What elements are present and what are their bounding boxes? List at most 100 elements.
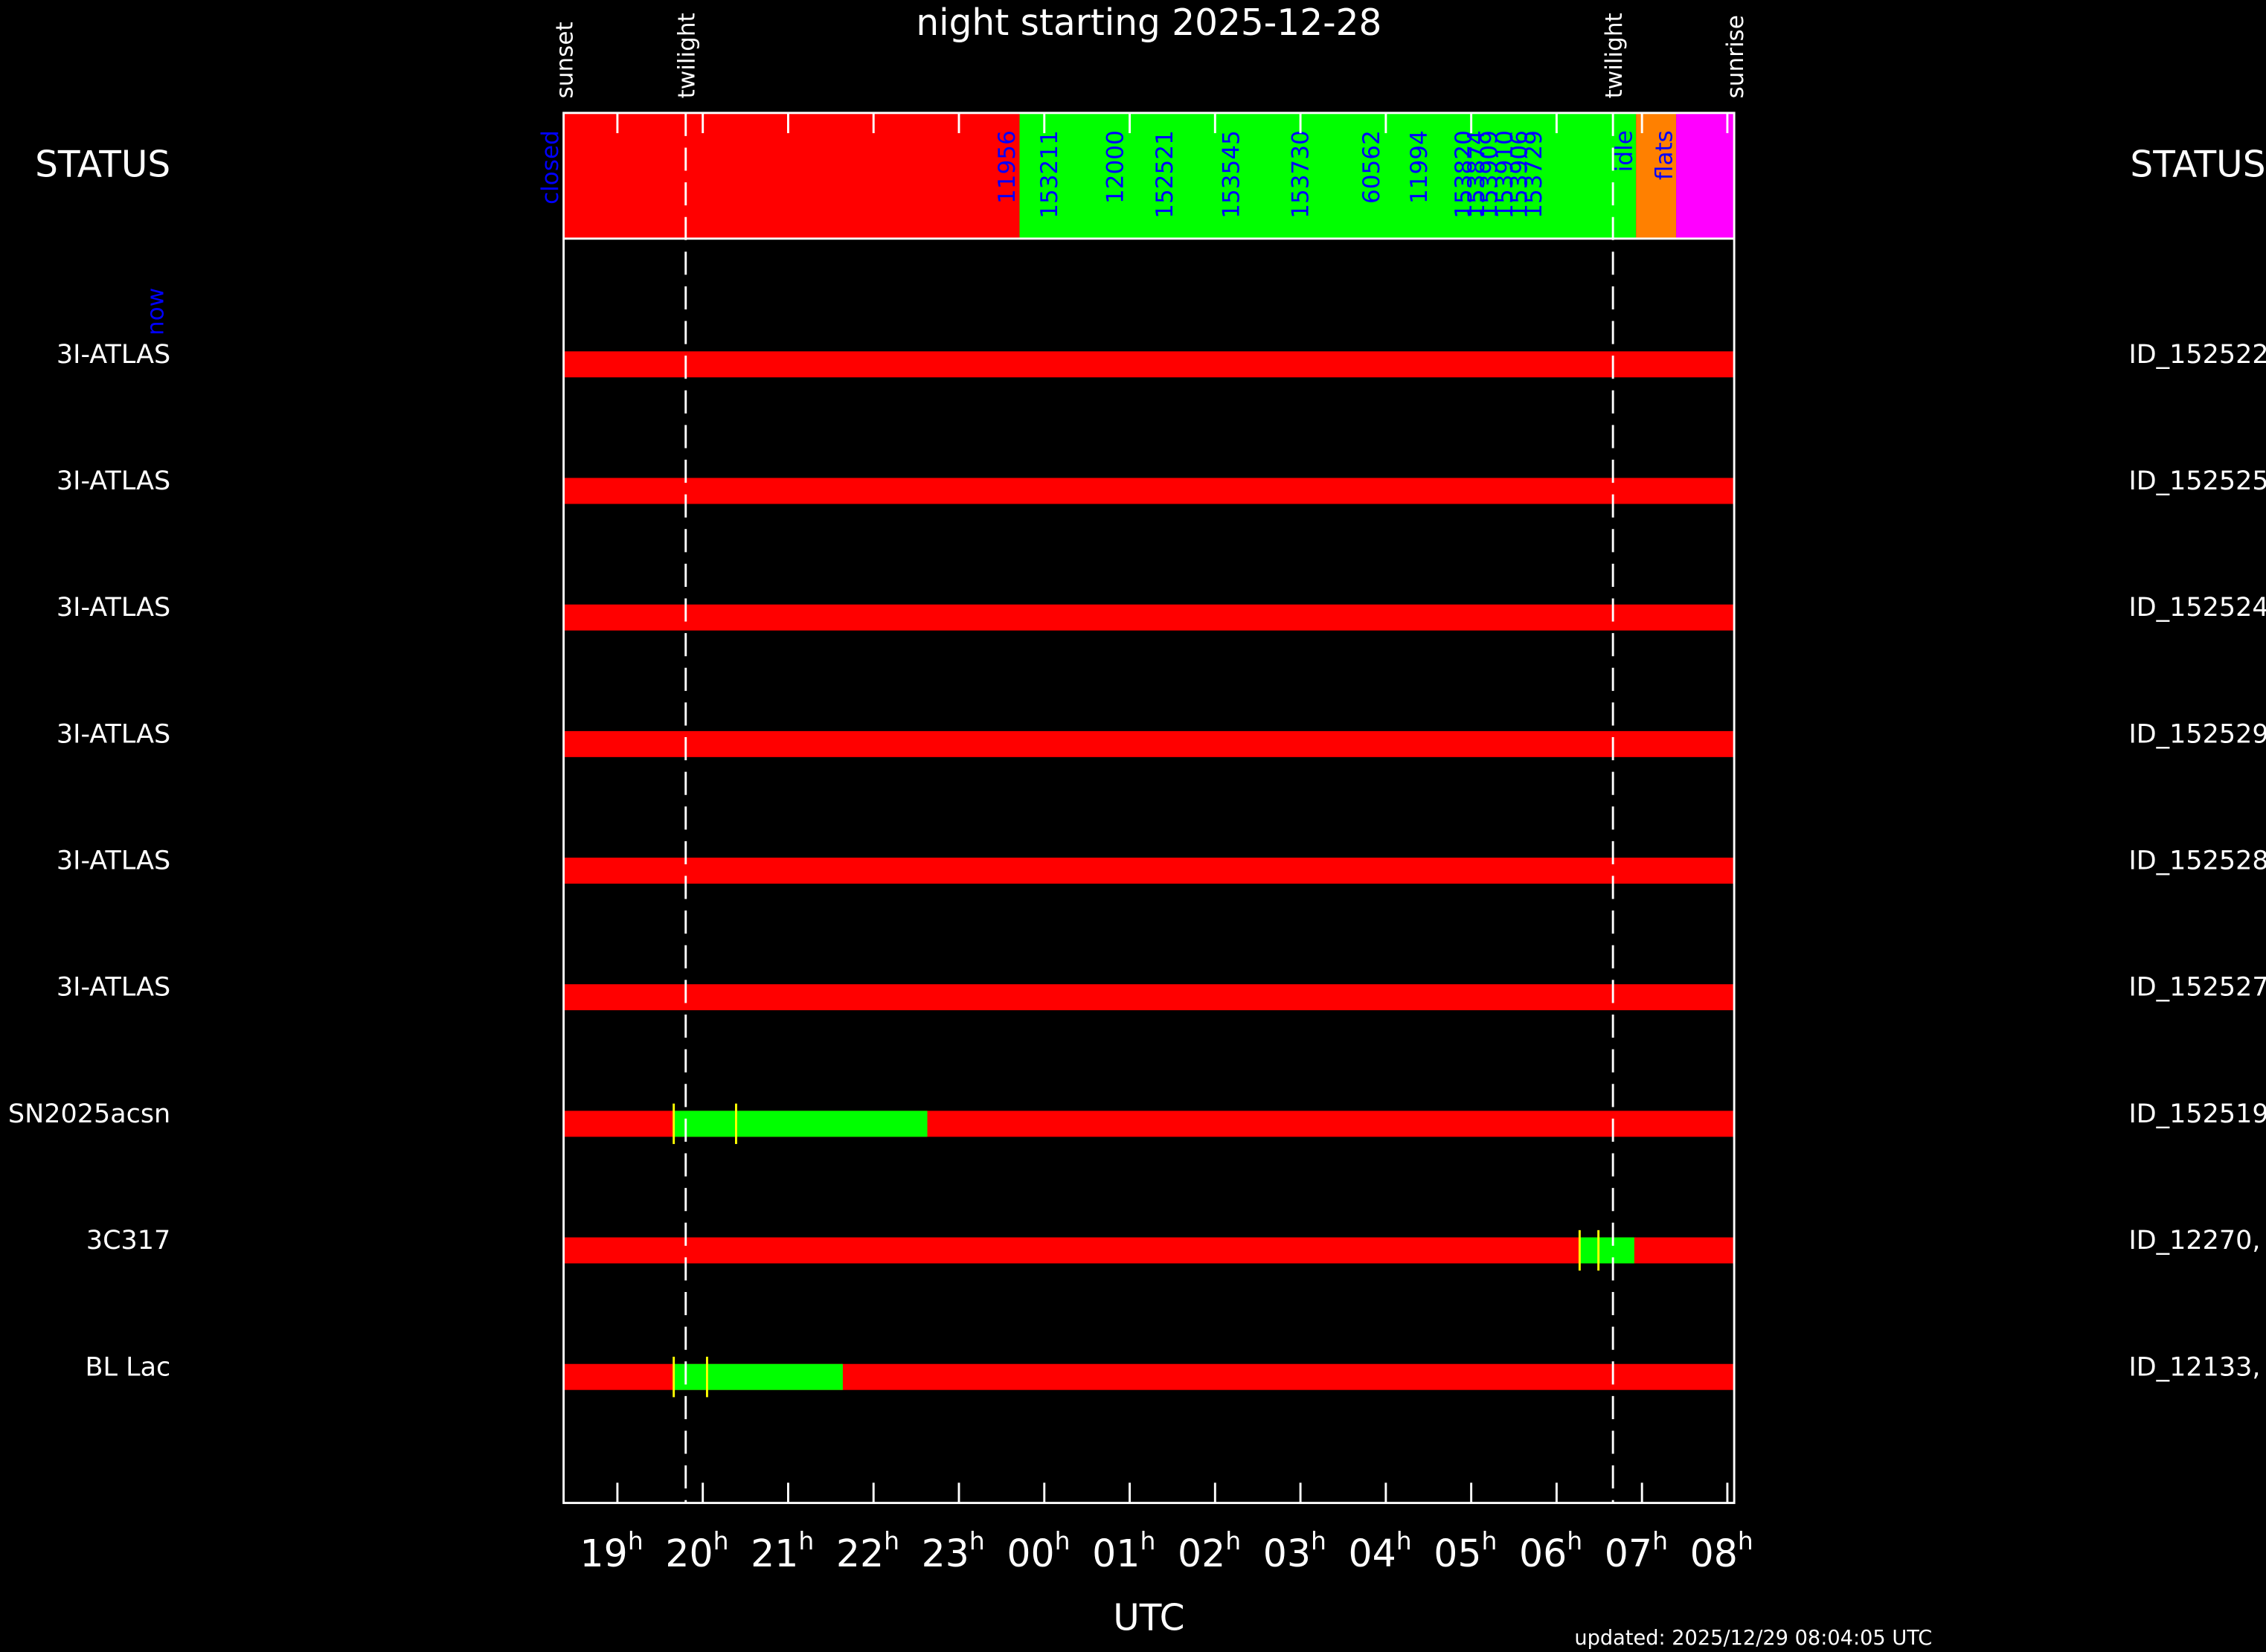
- row-bar: [563, 351, 1735, 378]
- x-tick-label: 23h: [922, 1526, 985, 1575]
- status-entry: 153820: [1451, 130, 1477, 219]
- plot-frame: [562, 112, 1736, 1505]
- x-tick-value: 08: [1690, 1532, 1738, 1575]
- row-bar: [563, 1237, 1735, 1264]
- x-tick-label: 05h: [1434, 1526, 1497, 1575]
- x-tick-unit: h: [1225, 1526, 1241, 1555]
- status-entry: 153909: [1476, 130, 1503, 219]
- x-tick-value: 06: [1519, 1532, 1567, 1575]
- row-bar: [563, 730, 1735, 757]
- row-name: 3I-ATLAS: [57, 719, 170, 749]
- status-entry: 153730: [1288, 130, 1315, 219]
- chart-title: night starting 2025-12-28: [916, 2, 1381, 44]
- event-label: sunrise: [1722, 15, 1749, 98]
- x-tick-unit: h: [1311, 1526, 1326, 1555]
- x-tick-label: 03h: [1263, 1526, 1326, 1575]
- x-tick-value: 03: [1263, 1532, 1311, 1575]
- status-entry: idle: [1611, 130, 1638, 172]
- status-entry: flats: [1652, 130, 1678, 180]
- event-label: twilight: [673, 13, 700, 98]
- observing-window: [1579, 1237, 1634, 1264]
- status-entry: 153906: [1506, 130, 1532, 219]
- row-id: ID_12133,: [2128, 1352, 2260, 1382]
- observing-window: [673, 1363, 843, 1390]
- x-tick-unit: h: [798, 1526, 814, 1555]
- row-id: ID_152522: [2128, 340, 2266, 370]
- x-tick-unit: h: [628, 1526, 643, 1555]
- row-id: ID_152528: [2128, 846, 2266, 876]
- row-name: BL Lac: [86, 1352, 171, 1382]
- status-entry: 11956: [994, 130, 1021, 204]
- x-tick-label: 19h: [580, 1526, 643, 1575]
- x-tick-value: 20: [665, 1532, 713, 1575]
- status-segment: [1019, 112, 1637, 239]
- observing-window: [673, 1111, 928, 1137]
- status-entry: 153211: [1036, 130, 1063, 219]
- status-entry: 11994: [1406, 130, 1433, 204]
- x-tick-value: 01: [1092, 1532, 1140, 1575]
- x-tick-unit: h: [884, 1526, 899, 1555]
- row-name: 3C317: [86, 1226, 170, 1256]
- x-tick-label: 07h: [1605, 1526, 1668, 1575]
- updated-note: updated: 2025/12/29 08:04:05 UTC: [1574, 1627, 1932, 1650]
- x-tick-label: 01h: [1092, 1526, 1155, 1575]
- x-tick-value: 23: [922, 1532, 969, 1575]
- row-bar: [563, 604, 1735, 631]
- x-tick-unit: h: [1652, 1526, 1668, 1555]
- status-entry: 153545: [1219, 130, 1245, 219]
- x-tick-unit: h: [1396, 1526, 1412, 1555]
- row-name: 3I-ATLAS: [57, 340, 170, 370]
- x-tick-unit: h: [1140, 1526, 1155, 1555]
- x-tick-unit: h: [1055, 1526, 1071, 1555]
- x-tick-label: 22h: [836, 1526, 899, 1575]
- row-id: ID_152524: [2128, 593, 2266, 623]
- x-tick-value: 19: [580, 1532, 628, 1575]
- x-tick-unit: h: [1567, 1526, 1582, 1555]
- x-tick-label: 08h: [1690, 1526, 1753, 1575]
- x-tick-label: 02h: [1178, 1526, 1241, 1575]
- x-tick-value: 02: [1178, 1532, 1225, 1575]
- x-tick-label: 06h: [1519, 1526, 1582, 1575]
- row-id: ID_152525: [2128, 466, 2266, 496]
- x-tick-value: 07: [1605, 1532, 1652, 1575]
- x-tick-label: 04h: [1348, 1526, 1411, 1575]
- status-segment: [563, 112, 1020, 239]
- row-name: 3I-ATLAS: [57, 846, 170, 876]
- status-label: STATUS: [35, 144, 170, 185]
- row-bar: [563, 858, 1735, 884]
- x-tick-value: 05: [1434, 1532, 1481, 1575]
- x-tick-unit: h: [1482, 1526, 1498, 1555]
- x-tick-value: 00: [1007, 1532, 1054, 1575]
- x-tick-label: 20h: [665, 1526, 728, 1575]
- row-name: 3I-ATLAS: [57, 973, 170, 1003]
- x-tick-value: 22: [836, 1532, 884, 1575]
- x-axis-label: UTC: [1113, 1598, 1184, 1639]
- x-tick-label: 21h: [751, 1526, 814, 1575]
- row-id: ID_152529: [2128, 719, 2266, 749]
- row-bar: [563, 478, 1735, 504]
- row-id: ID_152527: [2128, 973, 2266, 1003]
- event-label: twilight: [1601, 13, 1628, 98]
- row-id: ID_12270,: [2128, 1226, 2260, 1256]
- status-label: STATUS: [2130, 144, 2265, 185]
- status-entry: 152521: [1152, 130, 1178, 219]
- status-segment: [1636, 112, 1677, 239]
- x-tick-label: 00h: [1007, 1526, 1070, 1575]
- x-tick-value: 04: [1348, 1532, 1396, 1575]
- status-entry: 12000: [1102, 130, 1129, 204]
- row-id: ID_152519: [2128, 1099, 2266, 1129]
- status-entry: 153874: [1463, 130, 1490, 219]
- status-entry: 153910: [1492, 130, 1518, 219]
- status-entry: closed: [537, 130, 564, 205]
- row-name: 3I-ATLAS: [57, 593, 170, 623]
- row-name: 3I-ATLAS: [57, 466, 170, 496]
- now-label: now: [143, 288, 170, 335]
- status-entry: 60562: [1358, 130, 1385, 204]
- x-tick-unit: h: [1738, 1526, 1753, 1555]
- row-name: SN2025acsn: [8, 1099, 170, 1129]
- status-segment: [1676, 112, 1735, 239]
- status-entry: 153729: [1521, 130, 1547, 219]
- x-tick-unit: h: [713, 1526, 729, 1555]
